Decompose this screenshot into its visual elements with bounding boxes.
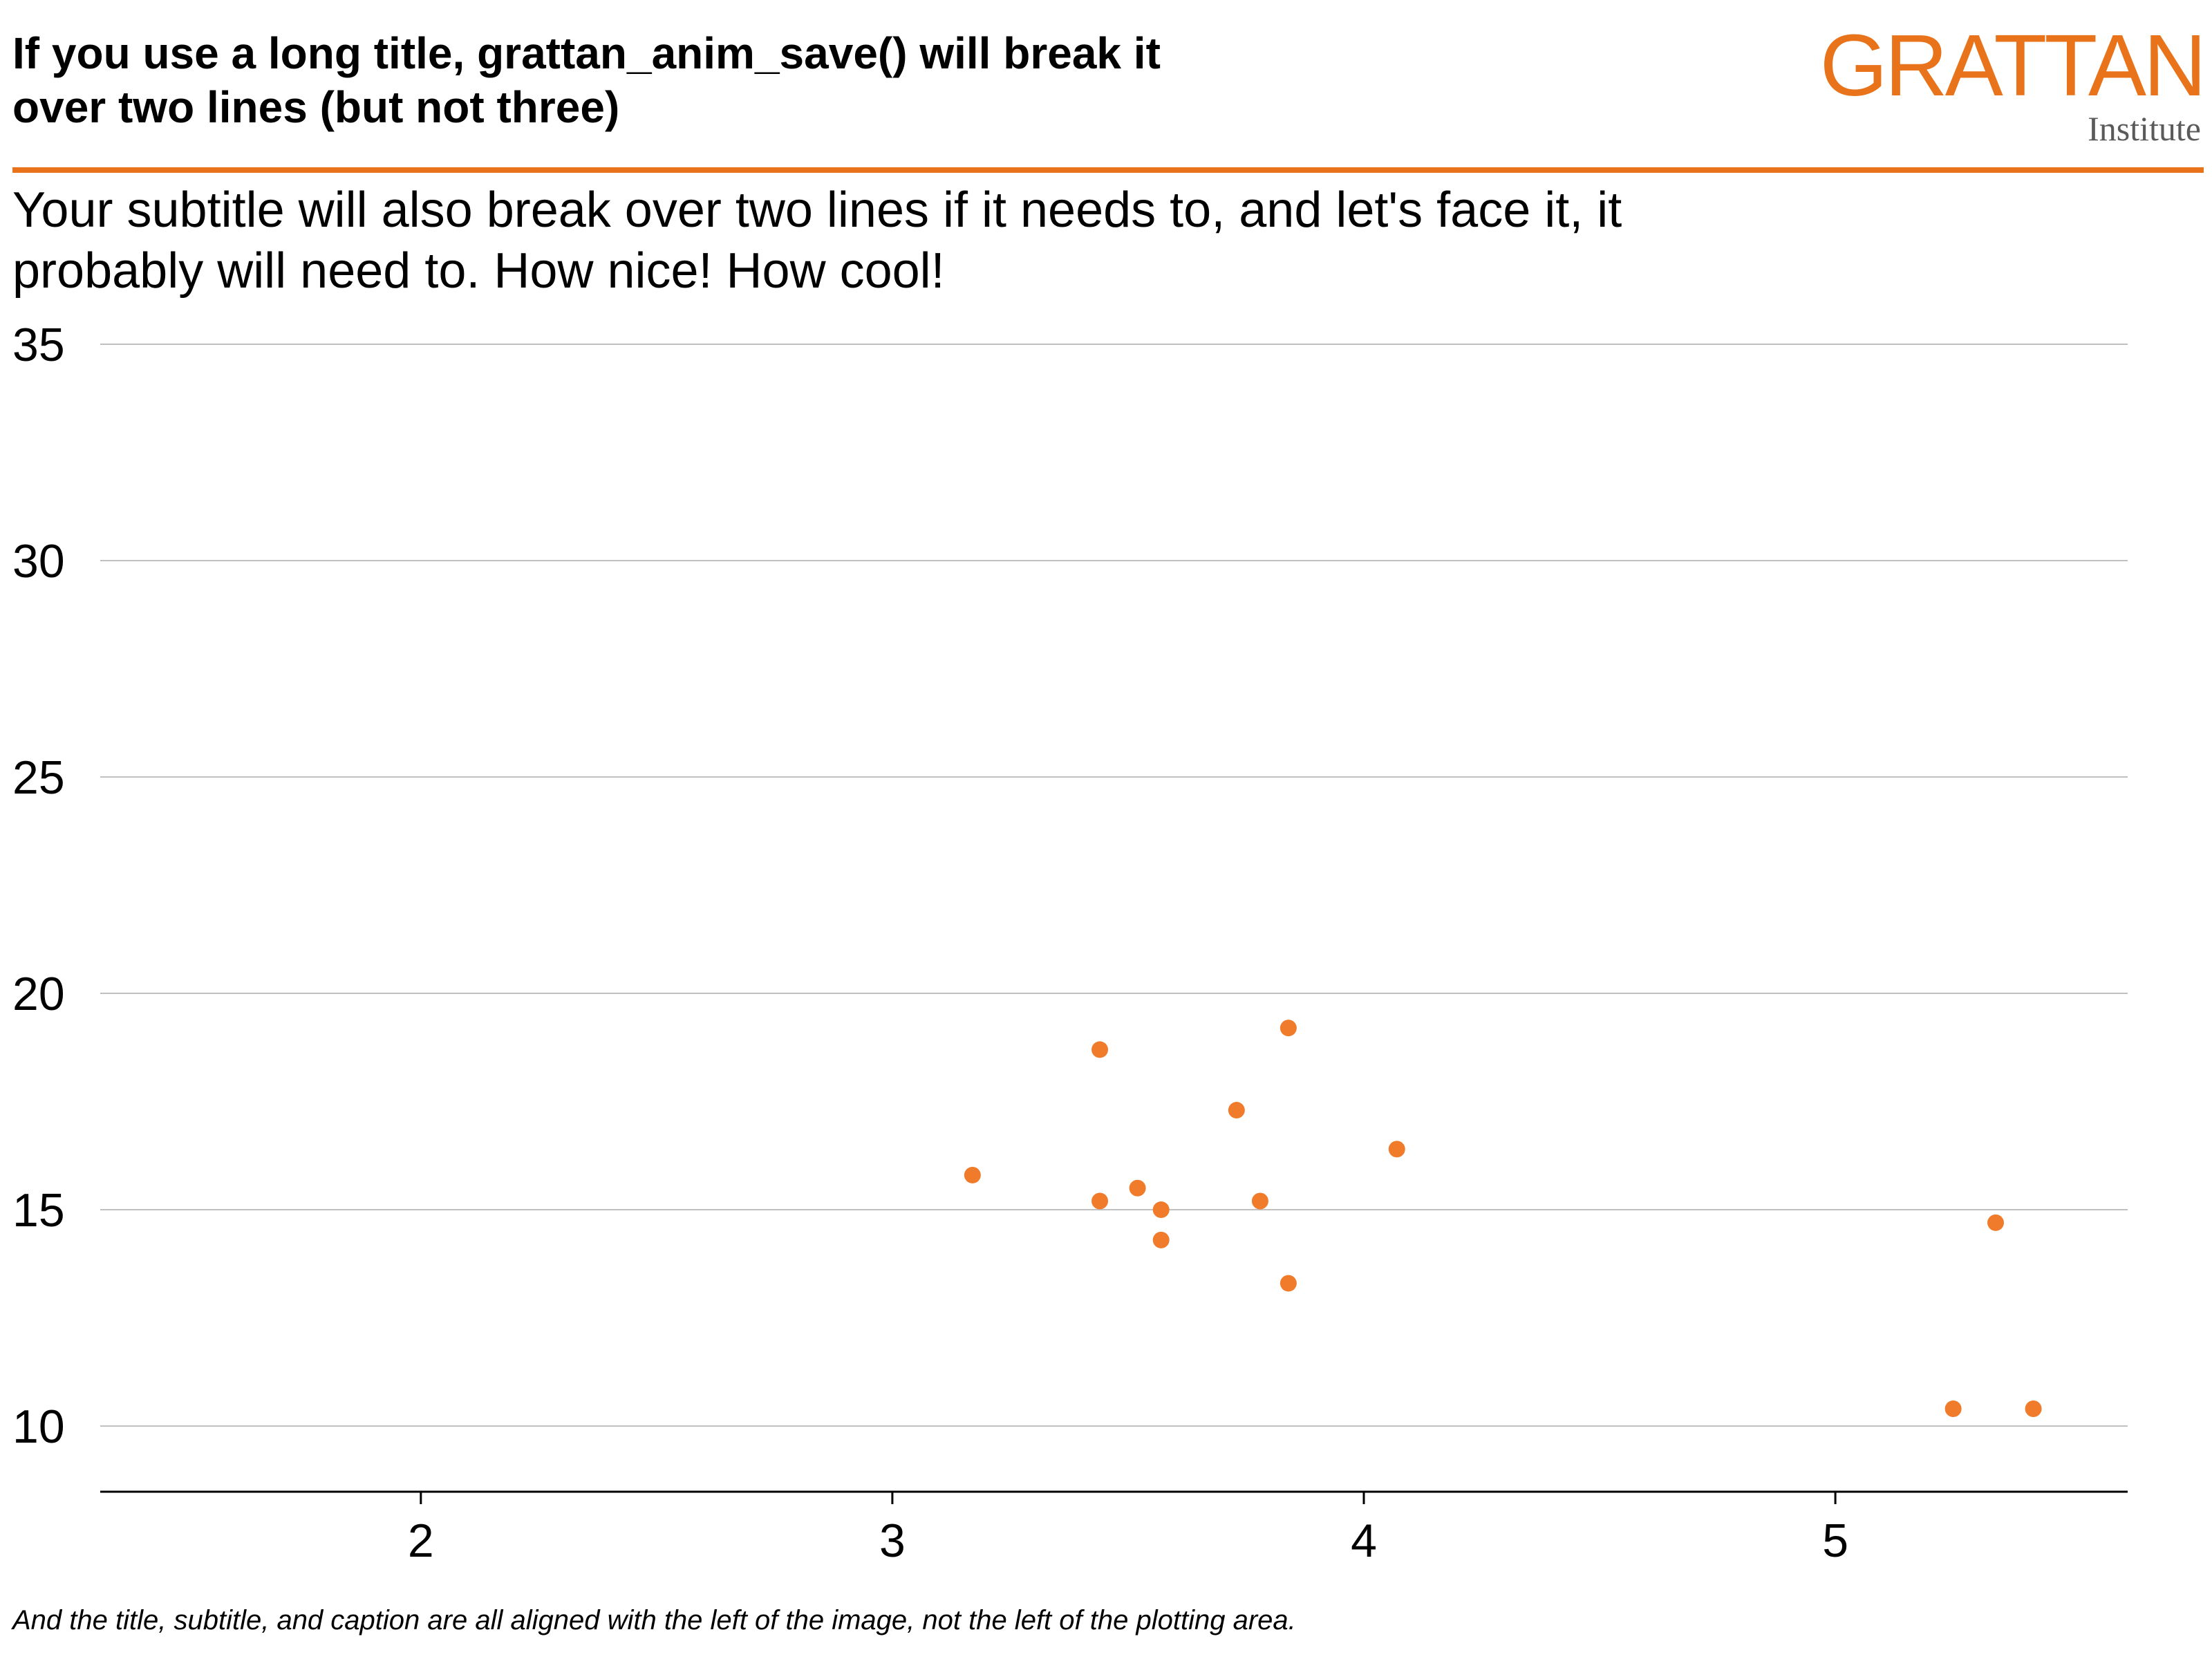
- data-point: [1987, 1214, 2005, 1231]
- data-point: [2025, 1400, 2042, 1418]
- data-point: [1388, 1141, 1405, 1158]
- chart-caption: And the title, subtitle, and caption are…: [12, 1605, 1296, 1635]
- x-tick-labels: 2 3 4 5: [408, 1492, 1848, 1567]
- logo-subtext: Institute: [2088, 109, 2201, 148]
- y-tick-label: 15: [12, 1184, 65, 1237]
- data-points: [964, 1020, 2042, 1418]
- data-point: [1129, 1179, 1146, 1197]
- data-point: [964, 1166, 981, 1183]
- grattan-logo: GRATTAN Institute: [1817, 17, 2206, 149]
- scatter-plot: 10 15 20 25 30 35 2 3 4 5: [12, 319, 2128, 1567]
- data-point: [1251, 1192, 1268, 1210]
- y-tick-label: 25: [12, 751, 65, 804]
- data-point: [1152, 1201, 1170, 1219]
- chart-subtitle: Your subtitle will also break over two l…: [12, 182, 1622, 299]
- x-tick-label: 4: [1351, 1515, 1377, 1567]
- chart-title: If you use a long title, grattan_anim_sa…: [12, 28, 1161, 132]
- y-tick-label: 20: [12, 968, 65, 1020]
- data-point: [1091, 1192, 1109, 1210]
- data-point: [1944, 1400, 1962, 1418]
- data-point: [1091, 1041, 1109, 1058]
- y-tick-label: 10: [12, 1400, 65, 1453]
- x-tick-label: 3: [879, 1515, 906, 1567]
- y-tick-labels: 10 15 20 25 30 35: [12, 319, 65, 1453]
- data-point: [1280, 1020, 1297, 1037]
- gridlines: [100, 344, 2128, 1427]
- data-point: [1152, 1231, 1170, 1248]
- x-tick-label: 2: [408, 1515, 434, 1567]
- logo-wordmark: GRATTAN: [1819, 17, 2206, 114]
- data-point: [1280, 1275, 1297, 1292]
- y-tick-label: 30: [12, 535, 65, 588]
- x-tick-label: 5: [1822, 1515, 1848, 1567]
- data-point: [1228, 1102, 1245, 1119]
- y-tick-label: 35: [12, 319, 65, 371]
- header-rule: [12, 167, 2204, 173]
